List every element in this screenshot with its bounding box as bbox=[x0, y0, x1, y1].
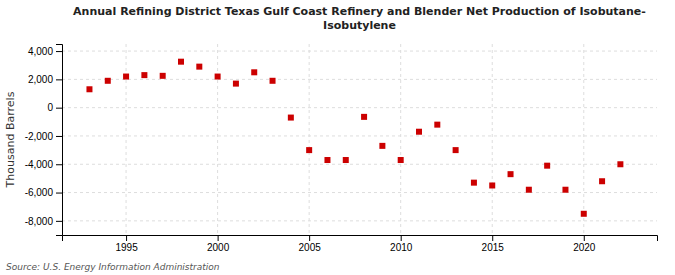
point bbox=[196, 64, 202, 70]
point bbox=[141, 72, 147, 78]
point bbox=[324, 157, 330, 163]
y-tick-label: 0 bbox=[47, 102, 53, 113]
y-tick-mark bbox=[56, 51, 62, 52]
y-axis-title: Thousand Barrels bbox=[4, 91, 17, 188]
x-tick-mark bbox=[492, 235, 493, 241]
y-tick-mark bbox=[56, 79, 62, 80]
y-tick: -6,000 bbox=[25, 187, 62, 198]
x-axis: 1995 2000 2005 2010 2015 2020 bbox=[63, 235, 658, 253]
y-tick-label: -4,000 bbox=[25, 159, 54, 170]
y-tick-label: -2,000 bbox=[25, 131, 54, 142]
grid bbox=[62, 44, 657, 235]
point bbox=[233, 81, 239, 87]
point bbox=[562, 187, 568, 193]
x-tick-mark bbox=[309, 235, 310, 241]
y-tick-label: 4,000 bbox=[28, 46, 53, 57]
point bbox=[251, 69, 257, 75]
point bbox=[379, 143, 385, 149]
x-tick-label: 2010 bbox=[390, 242, 413, 253]
point bbox=[471, 180, 477, 186]
source: Source: U.S. Energy Information Administ… bbox=[6, 262, 220, 272]
x-tick-label: 2015 bbox=[482, 242, 505, 253]
x-tick-mark bbox=[126, 235, 127, 241]
x-tick-mark bbox=[401, 235, 402, 241]
point bbox=[526, 187, 532, 193]
point bbox=[123, 74, 129, 80]
x-tick-label: 1995 bbox=[115, 242, 138, 253]
y-tick: 0 bbox=[47, 102, 62, 113]
point bbox=[617, 161, 623, 167]
point bbox=[215, 74, 221, 80]
grid-line bbox=[583, 44, 584, 235]
grid-line bbox=[62, 51, 657, 52]
x-tick: 2010 bbox=[390, 235, 413, 253]
y-tick: 2,000 bbox=[28, 74, 62, 85]
x-tick-label: 2020 bbox=[573, 242, 596, 253]
y-tick-label: -8,000 bbox=[25, 216, 54, 227]
x-tick: 2000 bbox=[207, 235, 230, 253]
grid-line bbox=[400, 44, 401, 235]
grid-line bbox=[62, 164, 657, 165]
chart: 1995 2000 2005 2010 2015 2020 -8,000 -6,000 -4,0… bbox=[0, 0, 675, 275]
x-axis-line bbox=[63, 236, 658, 242]
point bbox=[508, 171, 514, 177]
x-tick: 2015 bbox=[482, 235, 505, 253]
y-tick: 4,000 bbox=[28, 46, 62, 57]
point bbox=[581, 211, 587, 217]
point bbox=[453, 147, 459, 153]
y-tick-mark bbox=[56, 193, 62, 194]
point bbox=[434, 122, 440, 128]
y-tick-label: -6,000 bbox=[25, 187, 54, 198]
y-tick-mark bbox=[56, 108, 62, 109]
x-tick: 1995 bbox=[115, 235, 138, 253]
x-tick: 2020 bbox=[573, 235, 596, 253]
point bbox=[160, 73, 166, 79]
y-tick-mark bbox=[56, 164, 62, 165]
point bbox=[489, 182, 495, 188]
point bbox=[105, 78, 111, 84]
point bbox=[343, 157, 349, 163]
grid-line bbox=[126, 44, 127, 235]
title: Annual Refining District Texas Gulf Coas… bbox=[73, 5, 646, 32]
y-tick: -8,000 bbox=[25, 216, 62, 227]
point bbox=[86, 86, 92, 92]
x-tick-mark bbox=[584, 235, 585, 241]
point bbox=[361, 114, 367, 120]
y-axis-line bbox=[56, 45, 63, 236]
x-tick-label: 2005 bbox=[299, 242, 322, 253]
y-tick-mark bbox=[56, 221, 62, 222]
x-tick: 2005 bbox=[299, 235, 322, 253]
point bbox=[544, 163, 550, 169]
x-tick-mark bbox=[218, 235, 219, 241]
grid-line bbox=[309, 44, 310, 235]
grid-line bbox=[62, 220, 657, 221]
y-tick: -4,000 bbox=[25, 159, 62, 170]
y-axis: -8,000 -6,000 -4,000 -2,000 0 2,000 4,000 bbox=[25, 45, 63, 236]
y-tick-label: 2,000 bbox=[28, 74, 53, 85]
grid-line bbox=[492, 44, 493, 235]
point bbox=[398, 157, 404, 163]
grid-line bbox=[62, 135, 657, 136]
point bbox=[416, 129, 422, 135]
y-tick: -2,000 bbox=[25, 131, 62, 142]
point bbox=[288, 115, 294, 121]
point bbox=[178, 59, 184, 65]
grid-line bbox=[217, 44, 218, 235]
grid-line bbox=[62, 79, 657, 80]
x-tick-label: 2000 bbox=[207, 242, 230, 253]
points bbox=[86, 59, 623, 217]
y-tick-mark bbox=[56, 136, 62, 137]
grid-line bbox=[62, 107, 657, 108]
point bbox=[270, 78, 276, 84]
point bbox=[599, 178, 605, 184]
point bbox=[306, 147, 312, 153]
plot-area: 1995 2000 2005 2010 2015 2020 -8,000 -6,000 -4,0… bbox=[25, 44, 658, 253]
